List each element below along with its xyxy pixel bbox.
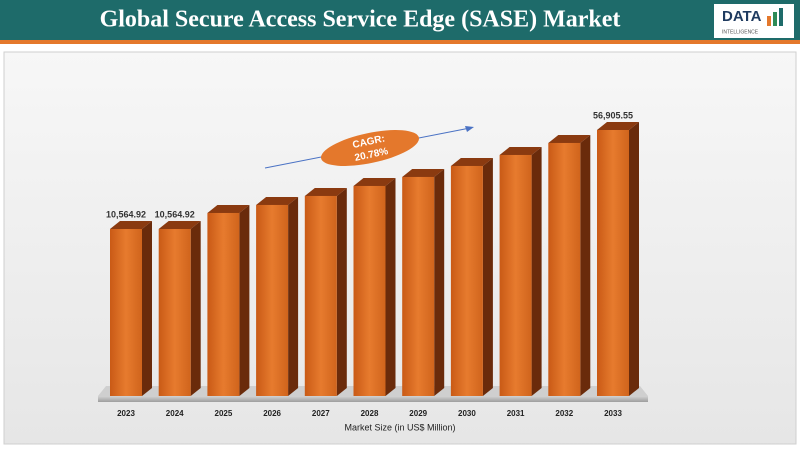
chart-title: Global Secure Access Service Edge (SASE)… (100, 7, 621, 33)
bar-front (597, 130, 629, 396)
bar (110, 221, 152, 396)
bar-side (336, 187, 347, 396)
bar-side (288, 196, 299, 396)
bar-top (353, 177, 396, 186)
bar-top (402, 168, 445, 177)
bar-side (482, 157, 493, 396)
bar (499, 146, 542, 396)
logo-bar (779, 8, 783, 26)
bar-top (450, 157, 493, 166)
data-label: 10,564.92 (106, 209, 146, 219)
bar-side (142, 221, 152, 396)
bar-top (110, 221, 152, 229)
bar-front (304, 195, 337, 396)
bar-top (207, 204, 250, 213)
bar-top (256, 196, 299, 205)
bar-front (158, 229, 191, 396)
x-tick-label: 2025 (215, 409, 233, 418)
x-tick-label: 2033 (604, 409, 622, 418)
bar-front (207, 212, 240, 396)
bar-side (629, 122, 639, 396)
logo-subtitle: INTELLIGENCE (722, 29, 759, 35)
bar-top (597, 122, 639, 130)
bar (597, 122, 639, 396)
bar-front (548, 142, 581, 396)
header-bar (0, 0, 800, 40)
data-label: 10,564.92 (155, 209, 195, 219)
x-axis-title: Market Size (in US$ Million) (344, 422, 455, 432)
x-tick-label: 2031 (507, 409, 525, 418)
cagr-arrowhead (465, 126, 474, 132)
bar (304, 187, 347, 396)
bar (158, 221, 201, 396)
x-tick-label: 2028 (361, 409, 379, 418)
bar-side (580, 134, 591, 396)
x-tick-label: 2023 (117, 409, 135, 418)
bar-top (158, 221, 201, 229)
bar-side (385, 177, 396, 396)
x-tick-label: 2024 (166, 409, 184, 418)
bar (450, 157, 493, 396)
logo-bar (773, 12, 777, 26)
bar-front (402, 176, 435, 396)
bar-front (450, 165, 483, 396)
logo-bar (767, 16, 771, 26)
logo-text: DATA (722, 8, 762, 25)
x-tick-label: 2032 (555, 409, 573, 418)
bar (353, 177, 396, 396)
data-label: 56,905.55 (593, 110, 633, 120)
bar-top (499, 146, 542, 155)
bar-front (353, 185, 386, 396)
floor-front (98, 396, 648, 402)
bar-side (434, 168, 445, 396)
bar (402, 168, 445, 396)
bar-top (304, 187, 347, 196)
header-underline (0, 40, 800, 44)
bar (256, 196, 299, 396)
x-tick-label: 2029 (409, 409, 427, 418)
bar-side (531, 146, 542, 396)
bar-side (239, 204, 250, 396)
bar-side (190, 221, 201, 396)
bar-top (548, 134, 591, 143)
bar-front (256, 204, 289, 396)
x-tick-label: 2026 (263, 409, 281, 418)
x-tick-label: 2027 (312, 409, 330, 418)
bar (207, 204, 250, 396)
cagr-badge (320, 130, 420, 166)
x-tick-label: 2030 (458, 409, 476, 418)
bar-front (499, 154, 532, 396)
bar-front (110, 229, 142, 396)
bar (548, 134, 591, 396)
